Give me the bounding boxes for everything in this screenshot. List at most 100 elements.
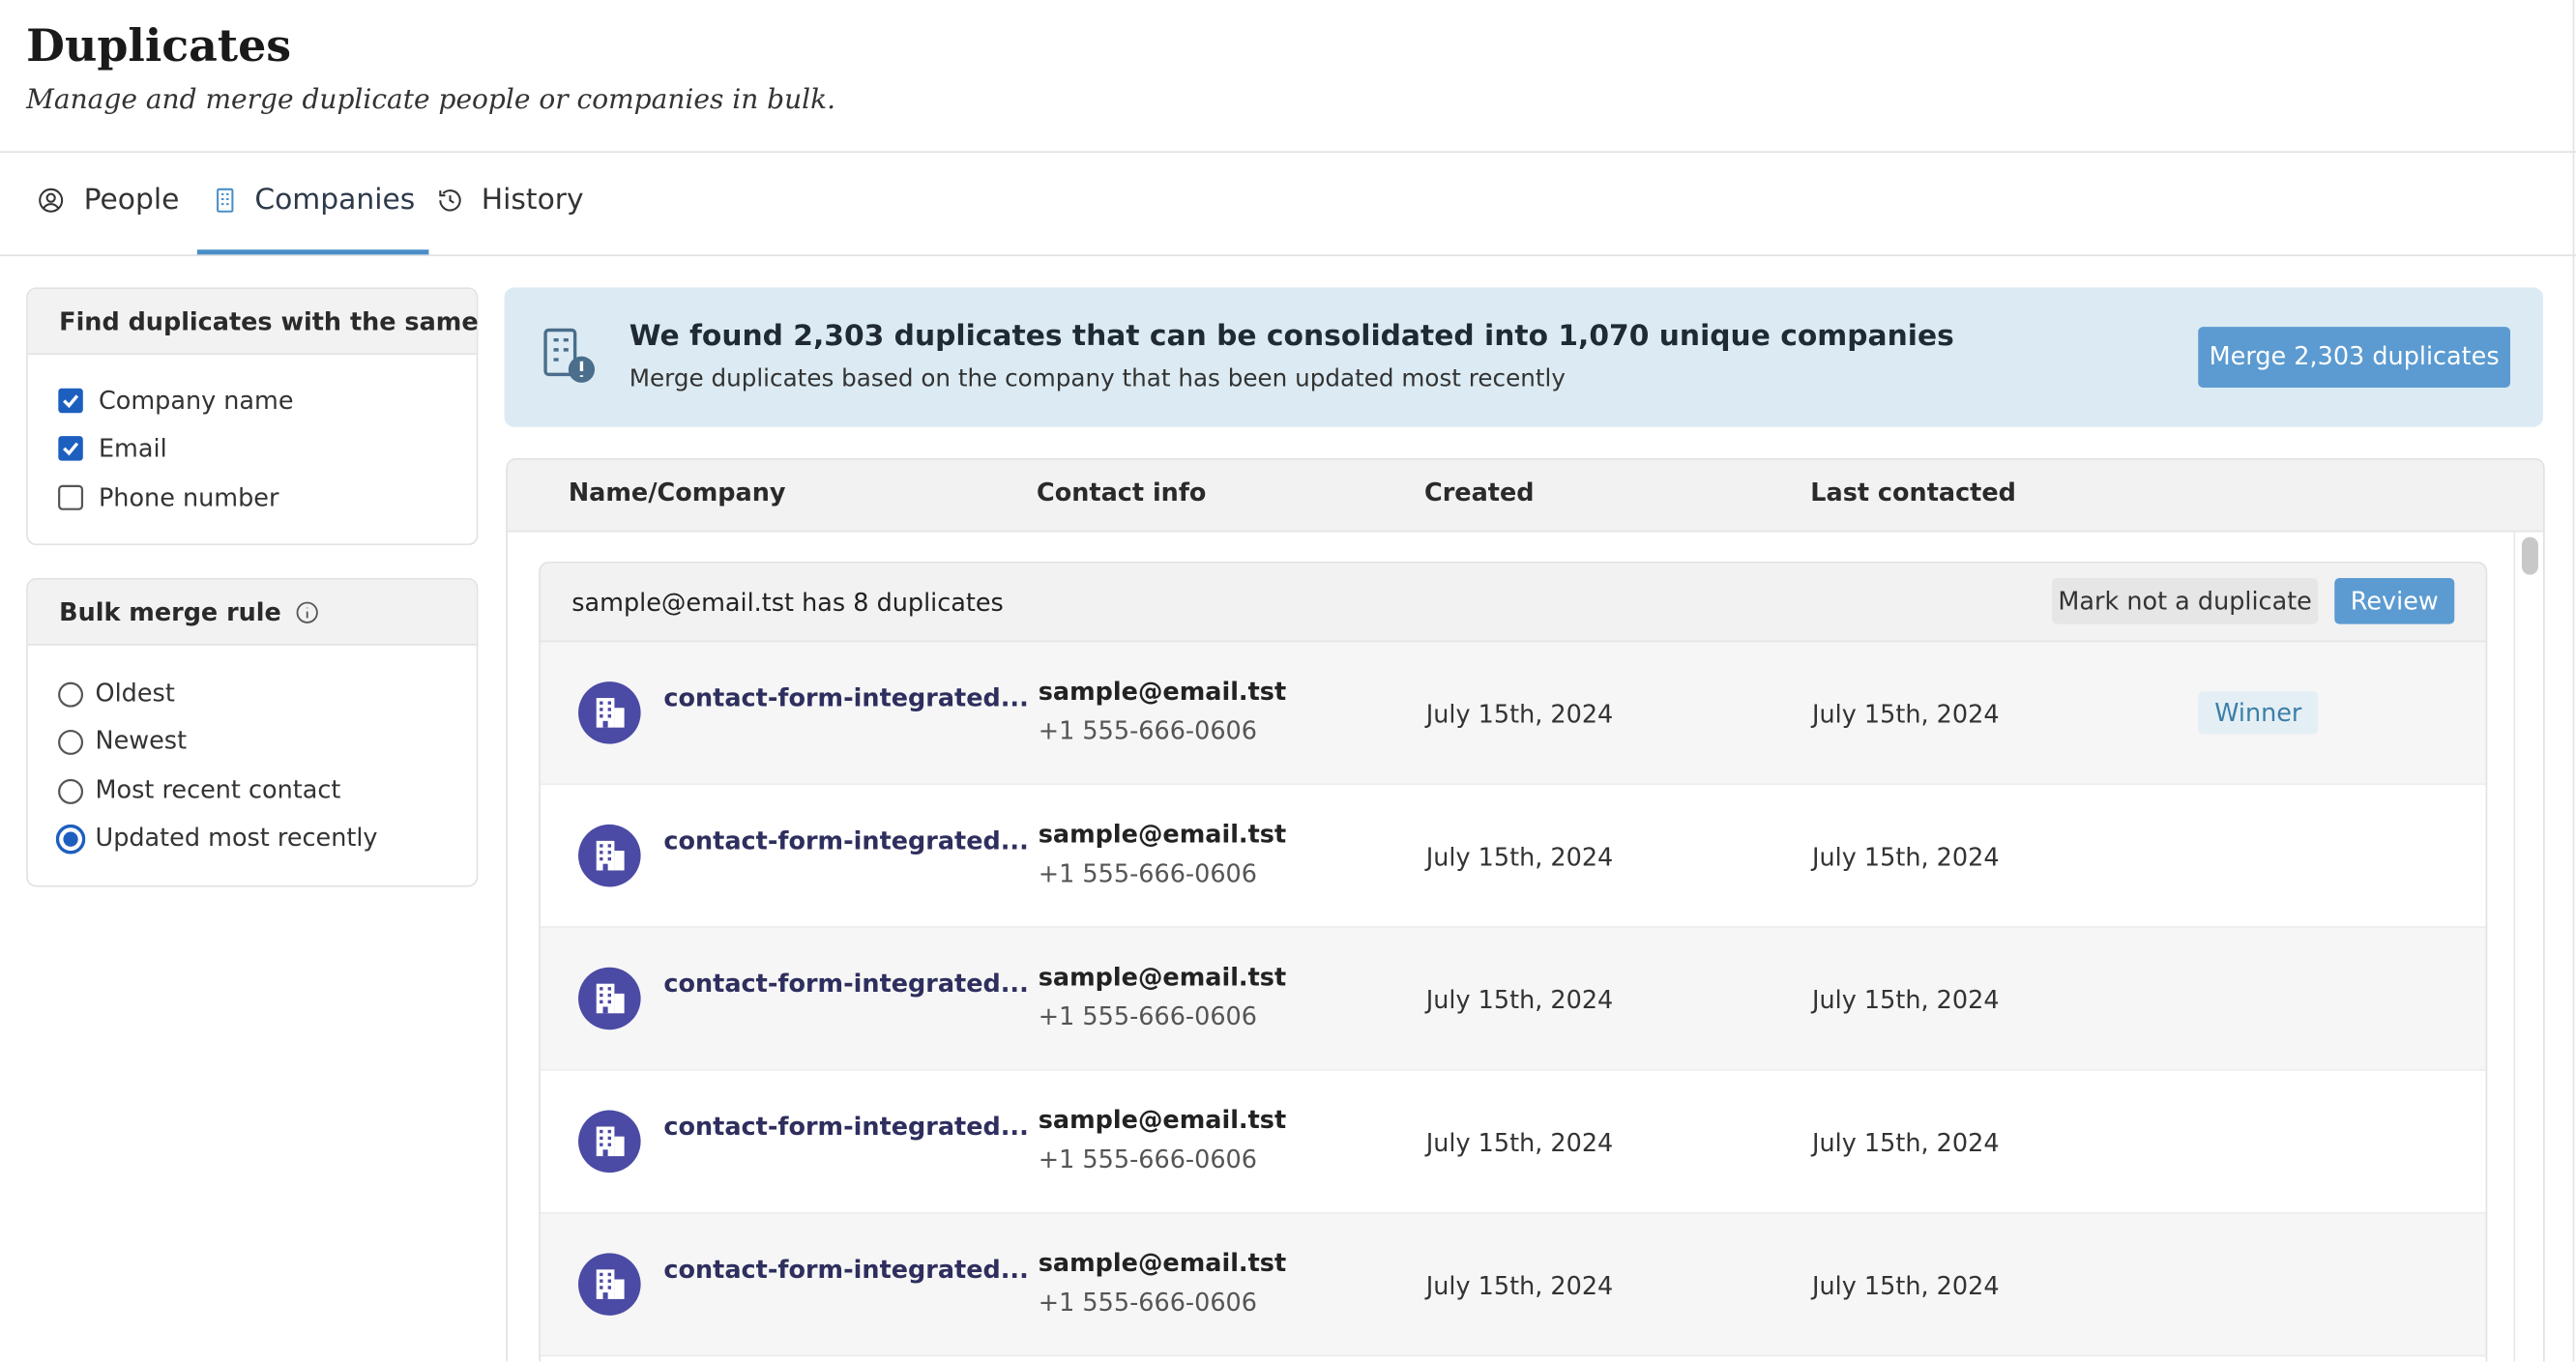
panel [26, 287, 479, 546]
icon [543, 328, 596, 383]
last-contacted: July 15th, 2024 [1811, 842, 2000, 873]
phone: +1 555-666-0606 [1038, 858, 1257, 889]
icon [439, 189, 461, 212]
panel [26, 578, 479, 887]
checkbox-mark [58, 388, 83, 414]
winner-badge: Winner [2198, 691, 2319, 735]
last-contacted: July 15th, 2024 [1811, 699, 2000, 730]
page-subtitle: Manage and merge duplicate people or com… [26, 83, 836, 115]
tab[interactable]: History [481, 184, 584, 217]
mark-not-duplicate-button[interactable]: Mark not a duplicate [2052, 578, 2319, 624]
page-title: Duplicates [26, 21, 292, 72]
divider [0, 254, 2576, 257]
banner-subtitle: Merge duplicates based on the company th… [629, 365, 1566, 393]
company-name[interactable]: contact-form-integrated... [663, 826, 1029, 856]
tab-underline [196, 249, 429, 255]
column-header: Contact info [1037, 478, 1207, 507]
company-name[interactable]: contact-form-integrated... [663, 1112, 1029, 1142]
phone: +1 555-666-0606 [1038, 1001, 1257, 1031]
icon [596, 840, 625, 871]
radio[interactable] [56, 680, 86, 710]
created: July 15th, 2024 [1425, 842, 1614, 873]
avatar [578, 1253, 641, 1316]
option-label[interactable]: Phone number [98, 482, 279, 513]
radio-mark [58, 729, 84, 755]
radio-mark [58, 778, 84, 804]
checkbox-mark [58, 484, 84, 510]
email: sample@email.tst [1038, 676, 1287, 707]
company-name[interactable]: contact-form-integrated... [663, 969, 1029, 999]
avatar [578, 1110, 641, 1174]
option-label[interactable]: Email [98, 433, 167, 464]
radio-mark [58, 681, 84, 708]
checkbox[interactable] [57, 435, 87, 465]
group-label: sample@email.tst has 8 duplicates [571, 588, 1004, 618]
email: sample@email.tst [1038, 962, 1287, 993]
last-contacted: July 15th, 2024 [1811, 985, 2000, 1015]
radio[interactable] [56, 728, 86, 758]
row[interactable] [540, 1070, 2486, 1214]
avatar [578, 681, 641, 744]
icon [296, 601, 318, 623]
tab-icon [36, 186, 66, 216]
checkbox[interactable] [57, 484, 87, 514]
checkbox-mark [58, 436, 83, 461]
review-button[interactable]: Review [2334, 578, 2455, 624]
icon [39, 188, 64, 213]
phone: +1 555-666-0606 [1038, 1145, 1257, 1174]
icon [596, 698, 625, 728]
email: sample@email.tst [1038, 1105, 1287, 1135]
company-name[interactable]: contact-form-integrated... [663, 1255, 1029, 1285]
checkbox[interactable] [57, 388, 87, 418]
option-label[interactable]: Newest [95, 725, 188, 756]
email: sample@email.tst [1038, 1248, 1287, 1278]
group-header [540, 563, 2486, 643]
divider [2572, 0, 2575, 1362]
tab-icon [435, 186, 465, 216]
avatar [578, 967, 641, 1030]
radio[interactable] [56, 777, 86, 807]
divider [0, 151, 2576, 154]
scrollbar-thumb[interactable] [2521, 536, 2538, 575]
created: July 15th, 2024 [1425, 1128, 1614, 1158]
tab[interactable]: People [83, 184, 180, 217]
tab-icon [210, 186, 240, 216]
row[interactable] [540, 1213, 2486, 1357]
created: July 15th, 2024 [1425, 1271, 1614, 1301]
email: sample@email.tst [1038, 819, 1287, 850]
panel-title: Find duplicates with the same [59, 306, 479, 337]
merge-button[interactable]: Merge 2,303 duplicates [2198, 327, 2511, 388]
icon [596, 983, 625, 1014]
radio[interactable] [55, 824, 86, 855]
column-header: Last contacted [1810, 478, 2016, 507]
icon [596, 1269, 625, 1299]
phone: +1 555-666-0606 [1038, 715, 1257, 746]
table [506, 458, 2545, 1362]
row[interactable] [540, 785, 2486, 928]
option-label[interactable]: Most recent contact [95, 774, 341, 805]
column-header: Created [1424, 478, 1535, 507]
panel-header [27, 289, 477, 355]
company-name[interactable]: contact-form-integrated... [663, 682, 1029, 713]
option-label[interactable]: Company name [98, 386, 294, 416]
panel-title: Bulk merge rule [59, 597, 281, 628]
radio-mark [55, 824, 86, 855]
panel-header [27, 579, 477, 646]
tab[interactable]: Companies [254, 184, 416, 217]
banner-icon [539, 325, 601, 388]
last-contacted: July 15th, 2024 [1811, 1128, 2000, 1158]
phone: +1 555-666-0606 [1038, 1288, 1257, 1318]
created: July 15th, 2024 [1425, 699, 1614, 730]
created: July 15th, 2024 [1425, 985, 1614, 1015]
row[interactable] [540, 642, 2486, 786]
info-icon[interactable] [294, 599, 320, 625]
option-label[interactable]: Updated most recently [95, 823, 378, 853]
row[interactable] [540, 927, 2486, 1071]
scrollbar-track [2513, 530, 2516, 1362]
option-label[interactable]: Oldest [95, 678, 175, 709]
last-contacted: July 15th, 2024 [1811, 1271, 2000, 1301]
icon [217, 188, 234, 213]
table-header [507, 459, 2544, 533]
